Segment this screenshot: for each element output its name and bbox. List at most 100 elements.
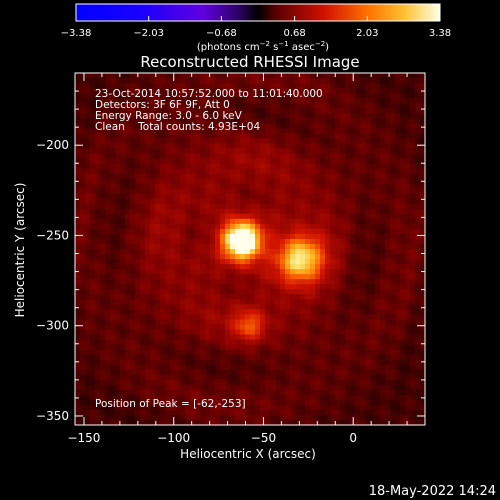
heatmap-cell [320, 223, 326, 230]
heatmap-cell [150, 414, 156, 421]
heatmap-cell [115, 264, 121, 270]
heatmap-cell [230, 324, 236, 330]
heatmap-cell [235, 238, 241, 245]
heatmap-cell [325, 183, 331, 190]
heatmap-cell [330, 188, 336, 195]
heatmap-cell [200, 133, 206, 139]
heatmap-cell [225, 198, 231, 205]
heatmap-cell [315, 399, 321, 406]
heatmap-cell [75, 414, 81, 421]
heatmap-cell [125, 274, 131, 280]
heatmap-cell [240, 259, 246, 265]
heatmap-cell [195, 309, 201, 315]
heatmap-cell [290, 414, 296, 421]
heatmap-cell [115, 364, 121, 371]
heatmap-cell [400, 389, 406, 396]
heatmap-cell [150, 93, 156, 99]
heatmap-cell [185, 399, 191, 406]
heatmap-cell [110, 399, 116, 406]
heatmap-cell [235, 354, 241, 361]
heatmap-cell [135, 103, 141, 109]
heatmap-cell [395, 183, 401, 190]
heatmap-cell [335, 304, 341, 310]
heatmap-cell [115, 88, 121, 94]
heatmap-cell [270, 148, 276, 154]
heatmap-cell [105, 198, 111, 205]
heatmap-cell [140, 78, 146, 84]
heatmap-cell [355, 108, 361, 114]
heatmap-cell [330, 254, 336, 260]
heatmap-cell [195, 274, 201, 280]
heatmap-cell [130, 404, 136, 411]
heatmap-cell [125, 344, 131, 350]
heatmap-cell [335, 213, 341, 220]
heatmap-cell [190, 178, 196, 185]
heatmap-cell [325, 299, 331, 305]
heatmap-cell [410, 238, 416, 245]
heatmap-cell [265, 344, 271, 350]
heatmap-cell [335, 319, 341, 325]
heatmap-cell [345, 394, 351, 401]
heatmap-cell [120, 339, 126, 345]
heatmap-cell [330, 118, 336, 124]
heatmap-cell [370, 319, 376, 325]
heatmap-cell [175, 148, 181, 154]
heatmap-cell [400, 354, 406, 361]
heatmap-cell [195, 98, 201, 104]
heatmap-cell [190, 259, 196, 265]
heatmap-cell [395, 354, 401, 361]
heatmap-cell [270, 118, 276, 124]
heatmap-cell [155, 103, 161, 109]
heatmap-cell [420, 324, 426, 330]
heatmap-cell [310, 163, 316, 169]
heatmap-cell [295, 369, 301, 376]
heatmap-cell [420, 193, 426, 200]
heatmap-cell [110, 78, 116, 84]
heatmap-cell [380, 339, 386, 345]
heatmap-cell [345, 218, 351, 225]
heatmap-cell [190, 238, 196, 245]
heatmap-cell [85, 173, 91, 179]
heatmap-cell [175, 304, 181, 310]
heatmap-cell [130, 364, 136, 371]
heatmap-cell [125, 314, 131, 320]
heatmap-cell [375, 198, 381, 205]
heatmap-cell [220, 148, 226, 154]
heatmap-cell [255, 349, 261, 355]
heatmap-cell [380, 168, 386, 174]
heatmap-cell [390, 123, 396, 129]
heatmap-cell [100, 304, 106, 310]
heatmap-cell [330, 73, 336, 79]
heatmap-cell [415, 279, 421, 285]
heatmap-cell [390, 178, 396, 185]
heatmap-cell [305, 238, 311, 245]
heatmap-cell [185, 158, 191, 164]
heatmap-cell [145, 394, 151, 401]
heatmap-cell [100, 414, 106, 421]
heatmap-cell [200, 289, 206, 295]
heatmap-cell [310, 223, 316, 230]
heatmap-cell [365, 314, 371, 320]
heatmap-cell [125, 384, 131, 391]
heatmap-cell [95, 404, 101, 411]
heatmap-cell [240, 148, 246, 154]
heatmap-cell [345, 188, 351, 195]
heatmap-cell [340, 78, 346, 84]
heatmap-cell [160, 284, 166, 290]
heatmap-cell [205, 128, 211, 134]
heatmap-cell [205, 138, 211, 144]
heatmap-cell [220, 364, 226, 371]
heatmap-cell [290, 264, 296, 270]
heatmap-cell [175, 173, 181, 179]
heatmap-cell [130, 78, 136, 84]
heatmap-cell [185, 93, 191, 99]
heatmap-cell [245, 183, 251, 190]
heatmap-cell [350, 93, 356, 99]
heatmap-cell [360, 133, 366, 139]
heatmap-cell [190, 153, 196, 159]
heatmap-cell [300, 143, 306, 149]
heatmap-cell [285, 329, 291, 335]
heatmap-cell [285, 359, 291, 366]
heatmap-cell [195, 183, 201, 190]
heatmap-cell [405, 409, 411, 416]
